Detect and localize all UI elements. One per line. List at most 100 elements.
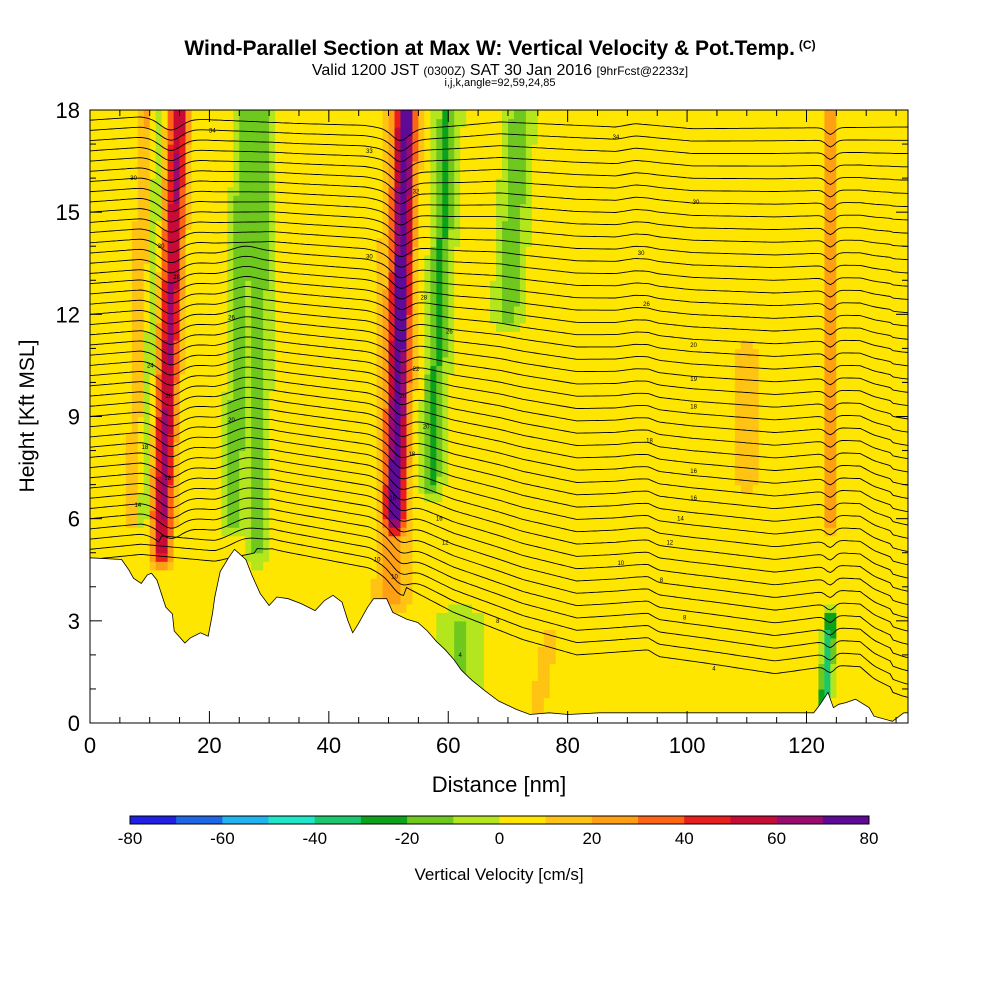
velocity-cell bbox=[824, 425, 831, 435]
velocity-cell bbox=[639, 484, 646, 494]
velocity-cell bbox=[316, 425, 324, 435]
velocity-cell bbox=[615, 569, 622, 579]
velocity-cell bbox=[699, 578, 706, 588]
velocity-cell bbox=[645, 442, 652, 452]
velocity-cell bbox=[693, 416, 700, 426]
velocity-cell bbox=[501, 493, 509, 503]
velocity-cell bbox=[125, 476, 133, 486]
velocity-cell bbox=[513, 425, 521, 435]
velocity-cell bbox=[185, 416, 193, 426]
velocity-cell bbox=[675, 705, 682, 716]
velocity-cell bbox=[621, 467, 628, 477]
velocity-cell bbox=[627, 535, 634, 545]
velocity-cell bbox=[704, 595, 712, 605]
velocity-cell bbox=[687, 663, 694, 673]
velocity-cell bbox=[830, 450, 837, 460]
velocity-cell bbox=[107, 433, 115, 443]
velocity-cell bbox=[890, 671, 897, 682]
velocity-cell bbox=[866, 544, 873, 554]
velocity-cell bbox=[579, 561, 587, 571]
velocity-cell bbox=[275, 569, 282, 579]
velocity-cell bbox=[484, 671, 491, 682]
velocity-cell bbox=[615, 578, 622, 588]
velocity-cell bbox=[585, 484, 593, 494]
velocity-cell bbox=[884, 620, 891, 630]
velocity-cell bbox=[263, 407, 270, 418]
velocity-cell bbox=[95, 459, 103, 469]
velocity-cell bbox=[209, 569, 216, 579]
velocity-cell bbox=[293, 510, 300, 520]
velocity-cell bbox=[830, 484, 837, 494]
velocity-cell bbox=[776, 476, 784, 486]
velocity-cell bbox=[418, 467, 425, 477]
velocity-cell bbox=[466, 629, 473, 639]
velocity-cell bbox=[585, 680, 593, 690]
velocity-cell bbox=[400, 459, 408, 469]
velocity-cell bbox=[203, 603, 211, 613]
velocity-cell bbox=[245, 407, 252, 418]
velocity-cell bbox=[902, 637, 908, 647]
velocity-cell bbox=[233, 442, 240, 452]
velocity-cell bbox=[854, 484, 861, 494]
velocity-cell bbox=[316, 535, 324, 545]
velocity-cell bbox=[890, 620, 897, 630]
velocity-cell bbox=[472, 646, 479, 656]
velocity-cell bbox=[603, 612, 611, 622]
velocity-cell bbox=[722, 535, 730, 545]
velocity-cell bbox=[573, 646, 581, 656]
velocity-cell bbox=[340, 450, 348, 460]
velocity-cell bbox=[639, 501, 646, 511]
velocity-cell bbox=[382, 476, 390, 486]
velocity-cell bbox=[878, 569, 885, 579]
velocity-cell bbox=[746, 586, 754, 596]
velocity-cell bbox=[585, 654, 593, 664]
velocity-cell bbox=[239, 425, 246, 435]
velocity-cell bbox=[669, 671, 676, 682]
velocity-cell bbox=[800, 671, 808, 682]
velocity-cell bbox=[525, 569, 533, 579]
velocity-cell bbox=[722, 518, 730, 528]
velocity-cell bbox=[609, 680, 617, 690]
velocity-cell bbox=[770, 586, 778, 596]
velocity-cell bbox=[334, 459, 342, 469]
velocity-cell bbox=[734, 595, 742, 605]
velocity-cell bbox=[555, 637, 563, 647]
velocity-cell bbox=[328, 544, 336, 554]
velocity-cell bbox=[376, 442, 384, 452]
velocity-cell bbox=[752, 705, 760, 716]
velocity-cell bbox=[460, 569, 467, 579]
velocity-cell bbox=[406, 561, 414, 571]
velocity-cell bbox=[537, 527, 545, 537]
velocity-cell bbox=[561, 578, 569, 588]
velocity-cell bbox=[496, 510, 503, 520]
velocity-cell bbox=[137, 442, 145, 452]
velocity-cell bbox=[627, 544, 634, 554]
velocity-cell bbox=[328, 484, 336, 494]
velocity-cell bbox=[806, 620, 814, 630]
velocity-cell bbox=[693, 697, 700, 707]
velocity-cell bbox=[209, 518, 216, 528]
velocity-cell bbox=[346, 552, 354, 562]
velocity-cell bbox=[830, 493, 837, 503]
velocity-cell bbox=[131, 425, 139, 435]
velocity-cell bbox=[585, 561, 593, 571]
velocity-cell bbox=[179, 425, 187, 435]
velocity-cell bbox=[519, 637, 527, 647]
velocity-cell bbox=[699, 561, 706, 571]
velocity-cell bbox=[603, 416, 611, 426]
velocity-cell bbox=[770, 629, 778, 639]
velocity-cell bbox=[293, 569, 300, 579]
velocity-cell bbox=[806, 510, 814, 520]
velocity-cell bbox=[591, 450, 599, 460]
velocity-cell bbox=[740, 637, 748, 647]
velocity-cell bbox=[561, 476, 569, 486]
velocity-cell bbox=[872, 586, 879, 596]
velocity-cell bbox=[239, 510, 246, 520]
velocity-cell bbox=[346, 612, 354, 622]
velocity-cell bbox=[400, 535, 408, 545]
velocity-cell bbox=[746, 629, 754, 639]
velocity-cell bbox=[651, 493, 658, 503]
velocity-cell bbox=[418, 425, 425, 435]
velocity-cell bbox=[884, 433, 891, 443]
velocity-cell bbox=[507, 416, 515, 426]
